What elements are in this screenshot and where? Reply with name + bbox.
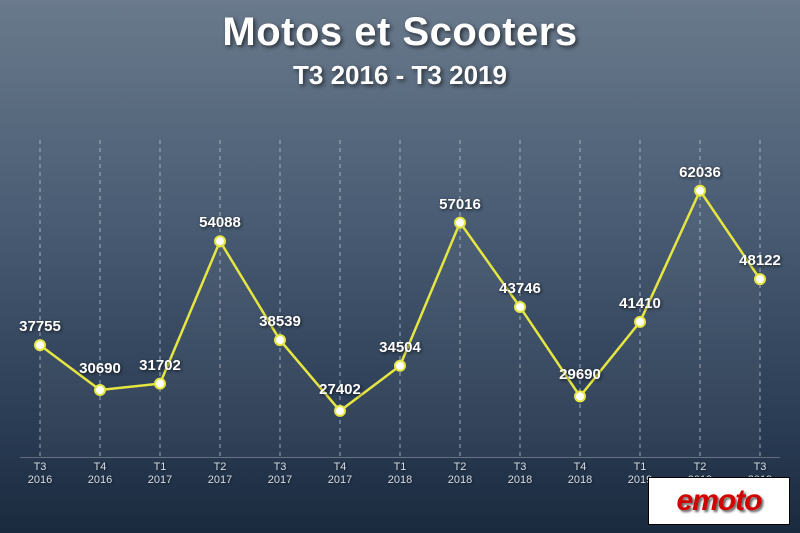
x-tick: T22017 xyxy=(208,461,232,486)
data-label: 30690 xyxy=(79,360,121,377)
data-label: 27402 xyxy=(319,381,361,398)
data-label: 48122 xyxy=(739,252,781,269)
data-label: 57016 xyxy=(439,196,481,213)
x-tick: T42018 xyxy=(568,461,592,486)
chart-area: 37755 30690 31702 54088 38539 27402 34504 57016… xyxy=(20,140,780,458)
chart-title: Motos et Scooters xyxy=(0,10,800,55)
data-label: 62036 xyxy=(679,164,721,181)
x-tick: T12018 xyxy=(388,461,412,486)
logo-text: emoto xyxy=(677,484,762,518)
data-label: 38539 xyxy=(259,313,301,330)
data-label: 31702 xyxy=(139,357,181,374)
data-label: 34504 xyxy=(379,339,421,356)
data-label: 54088 xyxy=(199,214,241,231)
x-tick: T32018 xyxy=(508,461,532,486)
data-label: 37755 xyxy=(19,318,61,335)
logo-box: emoto xyxy=(648,477,790,525)
chart-svg xyxy=(20,140,780,458)
data-label: 43746 xyxy=(499,280,541,297)
x-tick: T32017 xyxy=(268,461,292,486)
data-label: 41410 xyxy=(619,295,661,312)
data-label: 29690 xyxy=(559,366,601,383)
x-tick: T32016 xyxy=(28,461,52,486)
chart-subtitle: T3 2016 - T3 2019 xyxy=(0,60,800,91)
x-tick: T42016 xyxy=(88,461,112,486)
x-tick: T22018 xyxy=(448,461,472,486)
x-tick: T12017 xyxy=(148,461,172,486)
x-tick: T42017 xyxy=(328,461,352,486)
